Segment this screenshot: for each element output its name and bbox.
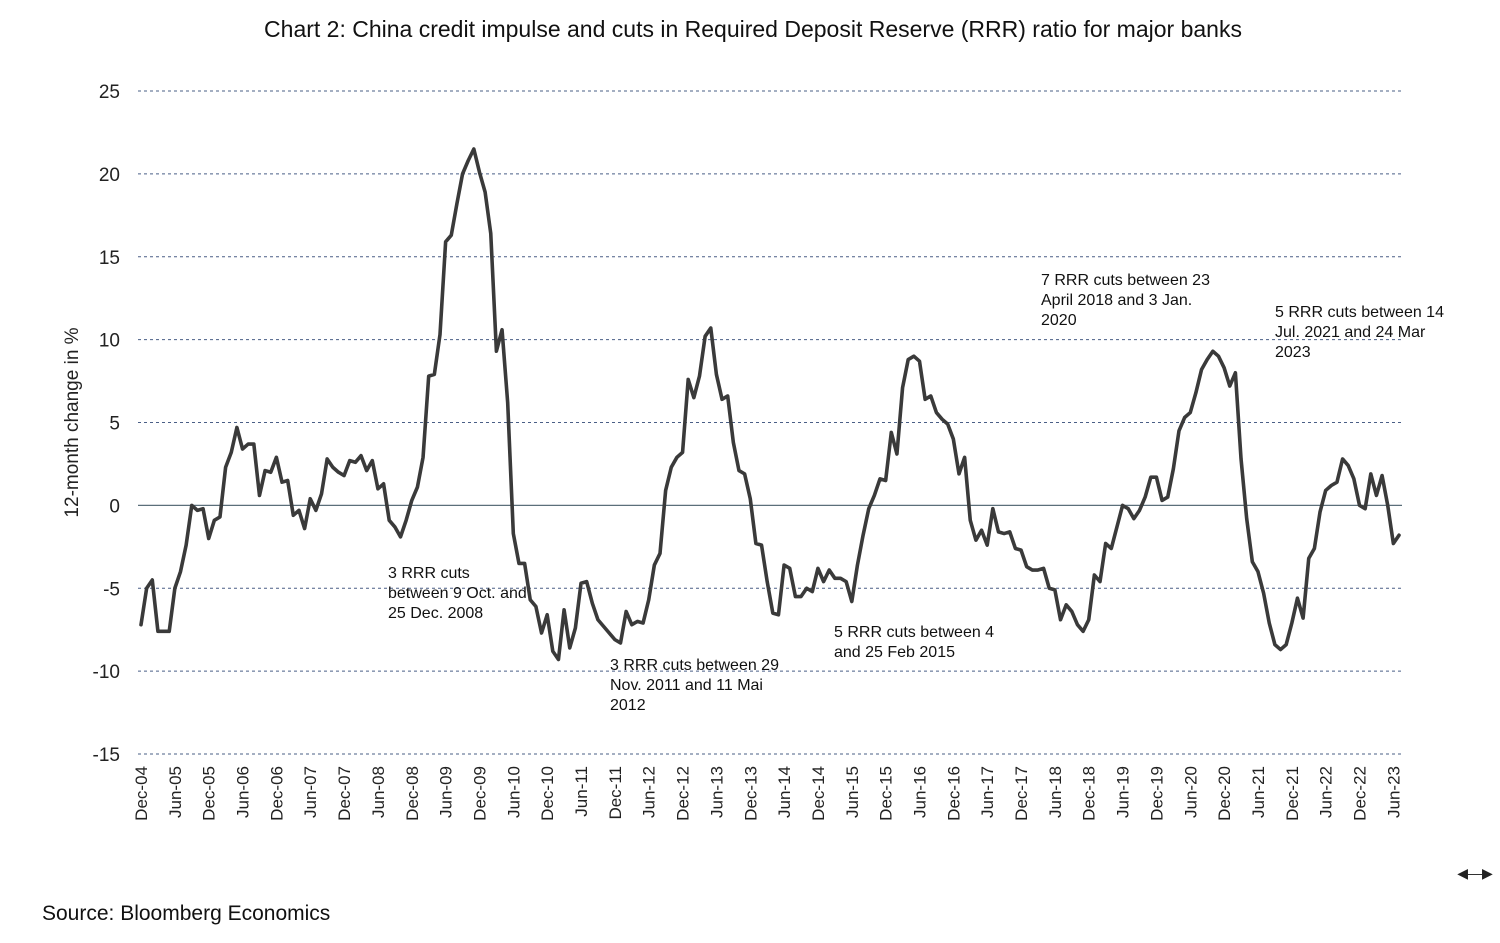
x-tick-label: Jun-21: [1249, 766, 1268, 818]
y-tick-label: -5: [103, 579, 120, 600]
y-tick-label: 20: [99, 165, 120, 186]
annotation-line: 3 RRR cuts: [388, 565, 470, 582]
x-tick-label: Dec-05: [200, 766, 219, 821]
x-tick-label: Jun-06: [234, 766, 253, 818]
chart-title: Chart 2: China credit impulse and cuts i…: [264, 16, 1242, 42]
x-tick-label: Dec-04: [132, 766, 151, 821]
x-tick-label: Dec-22: [1351, 766, 1370, 821]
x-tick-label: Jun-09: [437, 766, 456, 818]
resize-handle-icon[interactable]: ◀—▶: [1457, 865, 1493, 881]
x-tick-label: Dec-07: [335, 766, 354, 821]
x-tick-label: Dec-16: [944, 766, 963, 821]
series-line: [139, 147, 1401, 662]
x-tick-label: Jun-15: [843, 766, 862, 818]
x-tick-label: Dec-09: [470, 766, 489, 821]
annotation-line: Jul. 2021 and 24 Mar: [1275, 324, 1426, 341]
x-tick-label: Dec-17: [1012, 766, 1031, 821]
x-tick-label: Jun-18: [1046, 766, 1065, 818]
x-tick-label: Dec-12: [674, 766, 693, 821]
y-tick-label: 5: [109, 414, 120, 435]
y-axis-ticks: 25 20 15 10 5 0 -5 -10 -15: [93, 82, 120, 766]
x-tick-label: Jun-19: [1114, 766, 1133, 818]
y-tick-label: 15: [99, 248, 120, 269]
x-tick-label: Dec-06: [267, 766, 286, 821]
x-tick-label: Jun-22: [1317, 766, 1336, 818]
annotations: 3 RRR cuts between 9 Oct. and 25 Dec. 2008…: [388, 272, 1444, 714]
annotation: 3 RRR cuts between 9 Oct. and 25 Dec. 2008: [388, 565, 527, 622]
x-tick-label: Jun-07: [301, 766, 320, 818]
x-tick-label: Jun-20: [1181, 766, 1200, 818]
annotation-line: April 2018 and 3 Jan.: [1041, 292, 1192, 309]
annotation: 7 RRR cuts between 23 April 2018 and 3 Ja…: [1041, 272, 1210, 329]
source-note: Source: Bloomberg Economics: [42, 902, 331, 925]
x-tick-label: Dec-18: [1080, 766, 1099, 821]
y-tick-label: -10: [93, 662, 120, 683]
x-tick-label: Jun-11: [572, 766, 591, 817]
y-axis-label: 12-month change in %: [62, 327, 83, 517]
x-tick-label: Dec-20: [1215, 766, 1234, 821]
annotation-line: 2020: [1041, 312, 1077, 329]
x-tick-label: Jun-16: [910, 766, 929, 818]
gridlines: [138, 90, 1402, 755]
x-tick-label: Jun-10: [504, 766, 523, 818]
annotation-line: 3 RRR cuts between 29: [610, 657, 779, 674]
annotation: 5 RRR cuts between 4 and 25 Feb 2015: [834, 624, 994, 661]
annotation: 5 RRR cuts between 14 Jul. 2021 and 24 Ma…: [1275, 304, 1444, 361]
annotation: 3 RRR cuts between 29 Nov. 2011 and 11 Ma…: [610, 657, 779, 714]
annotation-line: Nov. 2011 and 11 Mai: [610, 677, 763, 694]
x-tick-label: Jun-14: [775, 766, 794, 818]
x-tick-label: Dec-14: [809, 766, 828, 821]
x-tick-label: Jun-08: [369, 766, 388, 818]
x-tick-label: Jun-13: [707, 766, 726, 818]
x-tick-label: Dec-13: [741, 766, 760, 821]
annotation-line: 7 RRR cuts between 23: [1041, 272, 1210, 289]
x-tick-label: Dec-19: [1147, 766, 1166, 821]
x-tick-label: Dec-15: [877, 766, 896, 821]
annotation-line: 2012: [610, 697, 646, 714]
x-tick-label: Jun-17: [978, 766, 997, 818]
x-tick-label: Jun-12: [640, 766, 659, 818]
y-tick-label: 0: [109, 496, 120, 517]
x-tick-label: Dec-11: [606, 766, 625, 820]
x-tick-label: Dec-10: [538, 766, 557, 821]
x-tick-label: Dec-21: [1283, 766, 1302, 821]
annotation-line: 5 RRR cuts between 14: [1275, 304, 1444, 321]
annotation-line: 5 RRR cuts between 4: [834, 624, 994, 641]
x-tick-label: Jun-23: [1384, 766, 1403, 818]
annotation-line: 2023: [1275, 344, 1311, 361]
y-tick-label: 25: [99, 82, 120, 103]
y-tick-label: -15: [93, 745, 120, 766]
y-tick-label: 10: [99, 331, 120, 352]
annotation-line: and 25 Feb 2015: [834, 644, 955, 661]
annotation-line: 25 Dec. 2008: [388, 605, 483, 622]
x-tick-label: Jun-05: [166, 766, 185, 818]
annotation-line: between 9 Oct. and: [388, 585, 527, 602]
x-axis-ticks: Dec-04 Jun-05 Dec-05 Jun-06 Dec-06 Jun-07 Dec-…: [132, 766, 1403, 821]
x-tick-label: Dec-08: [403, 766, 422, 821]
series-layer: [139, 147, 1401, 662]
